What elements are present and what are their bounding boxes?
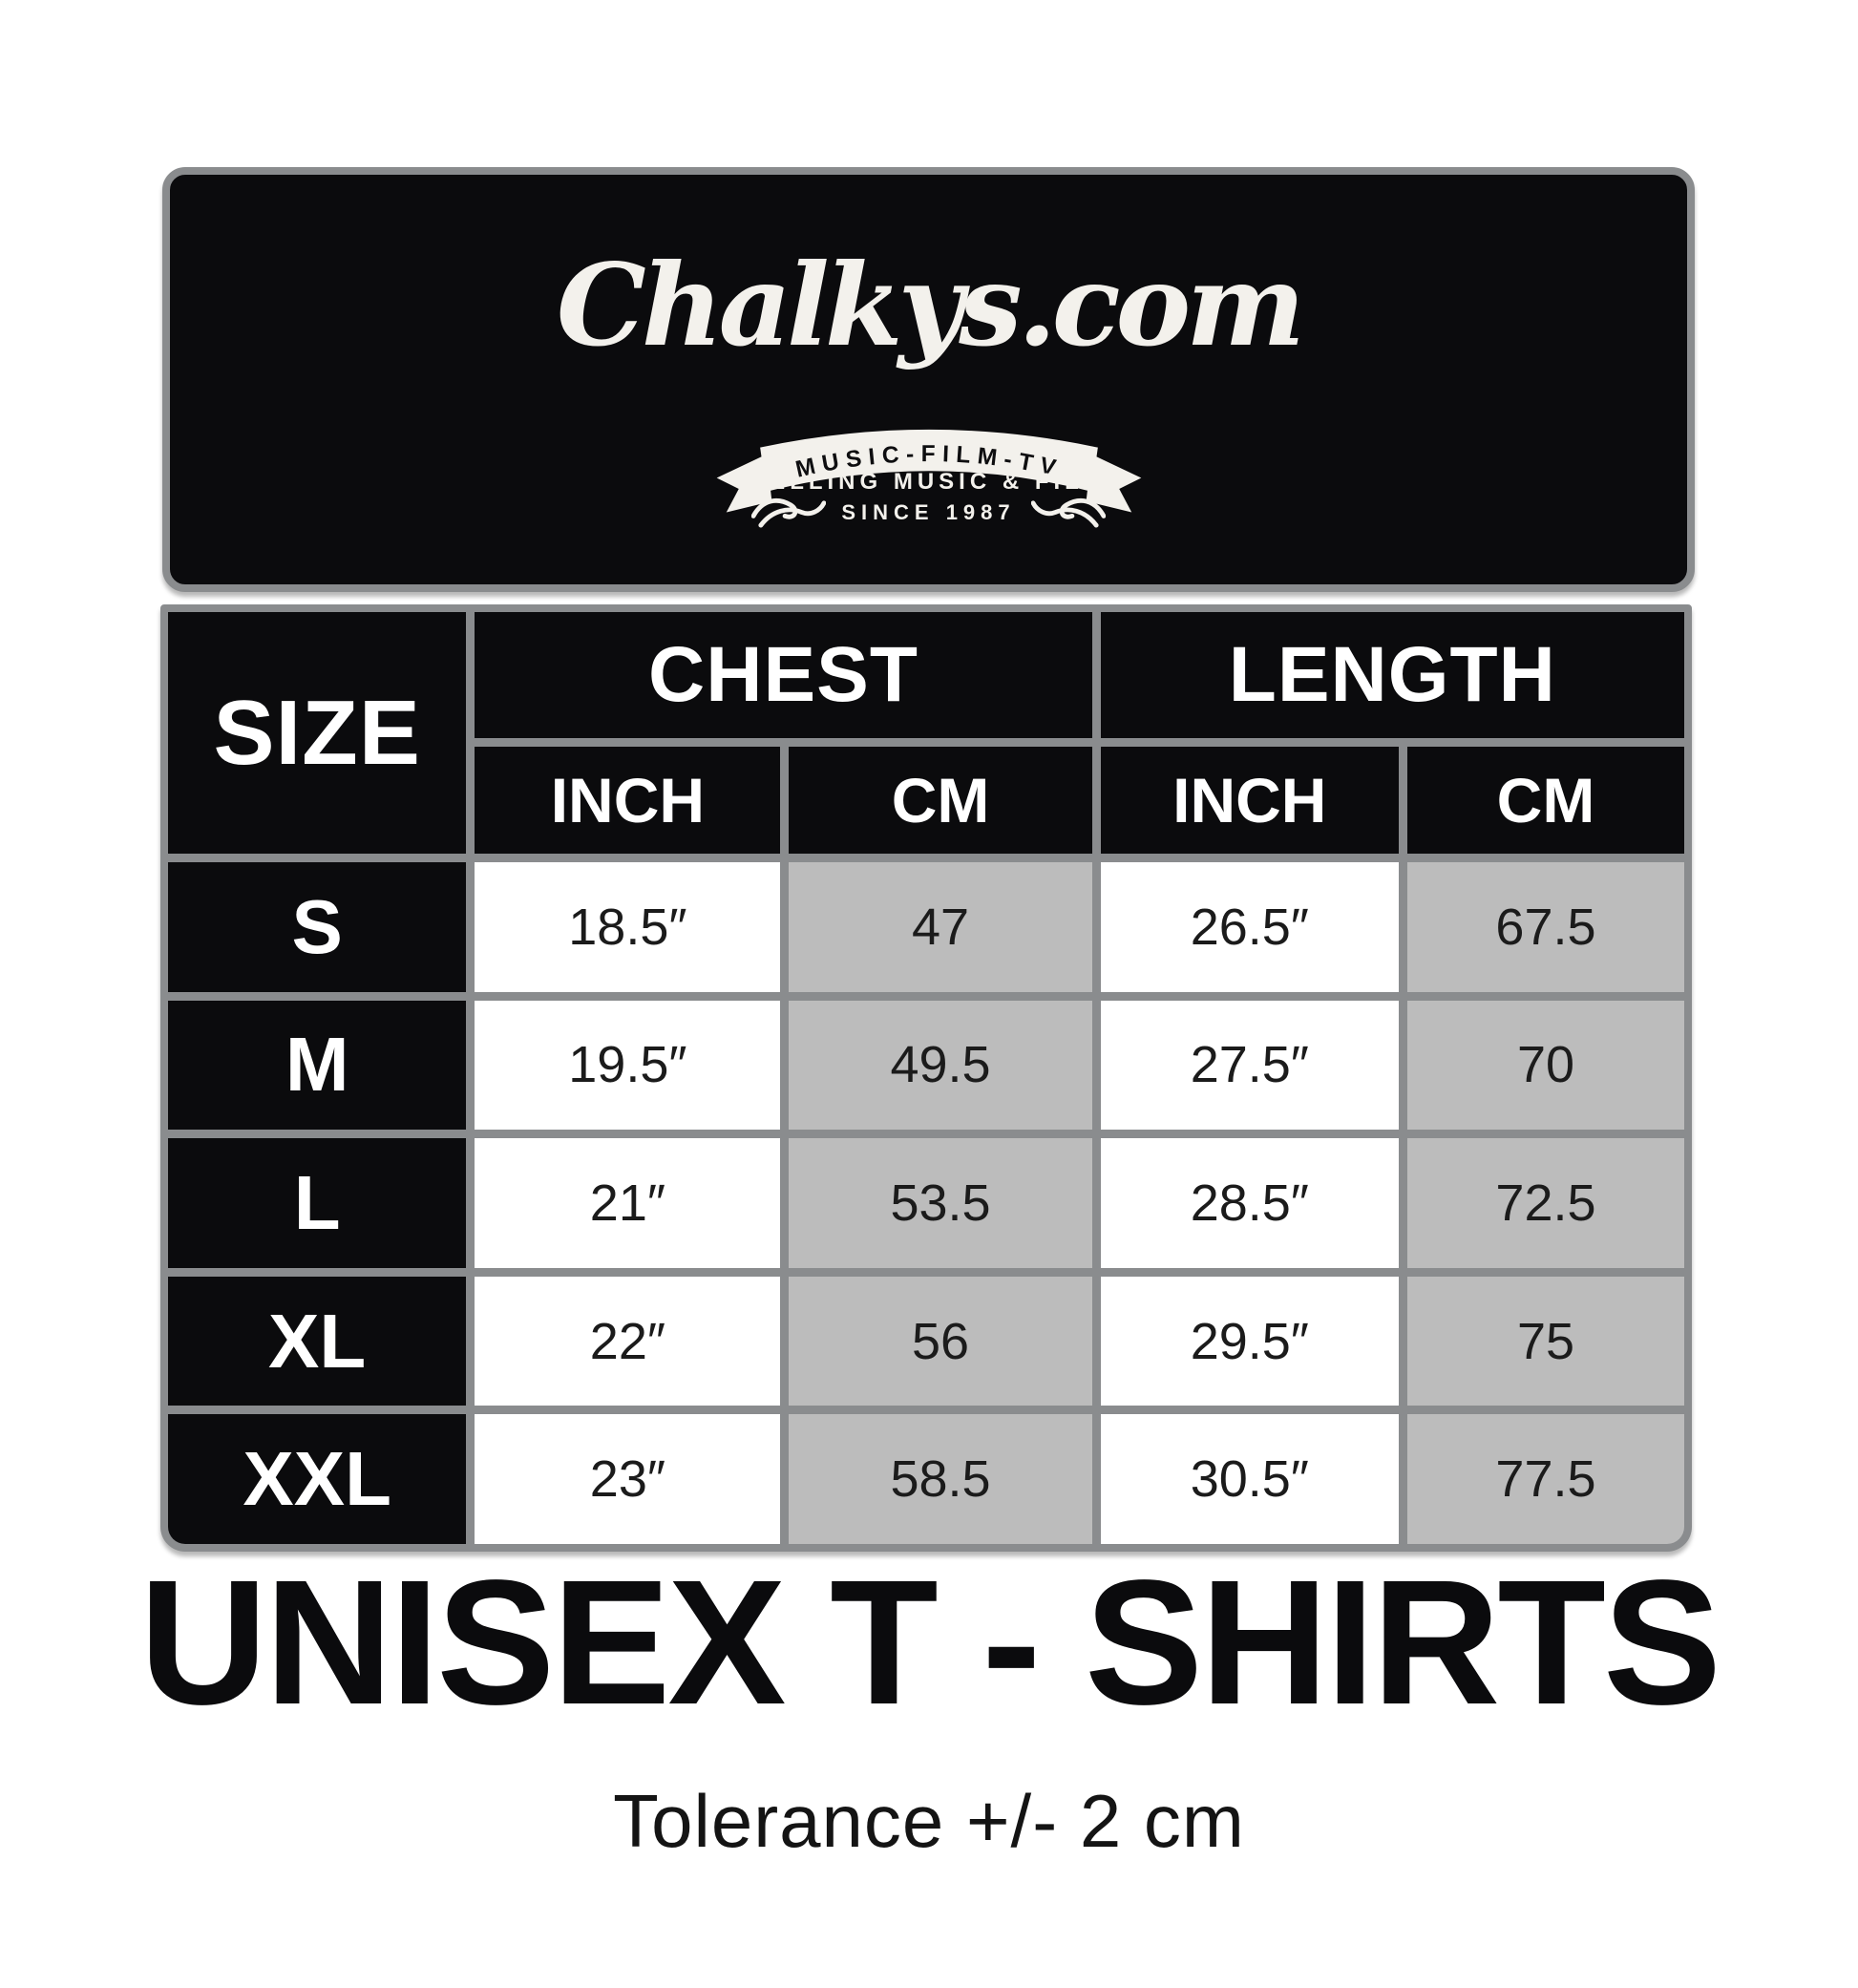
row-xl-chest-inch: 22″ <box>475 1276 781 1406</box>
since-row: SINCE 1987 <box>170 496 1687 529</box>
brand-logo-panel: Chalkys.com MUSIC-FILM-TV SELLING MUSIC … <box>162 167 1695 592</box>
col-group-chest: CHEST <box>475 612 1092 738</box>
col-header-size: SIZE <box>168 612 467 854</box>
row-xxl-chest-cm: 58.5 <box>789 1414 1092 1544</box>
ribbon-band <box>759 429 1098 492</box>
row-xxl-chest-inch: 23″ <box>475 1414 781 1544</box>
row-xl-chest-cm: 56 <box>789 1276 1092 1406</box>
ribbon-tail-right <box>1086 454 1141 513</box>
row-xxl-size-cell: XXL <box>168 1414 467 1544</box>
col-group-length: LENGTH <box>1100 612 1684 738</box>
ribbon-banner: MUSIC-FILM-TV <box>708 400 1150 553</box>
row-m-chest-cm: 49.5 <box>789 1000 1092 1131</box>
tolerance-note: Tolerance +/- 2 cm <box>613 1779 1245 1863</box>
chart-title: UNISEX T - SHIRTS <box>138 1544 1721 1742</box>
brand-tagline: SELLING MUSIC & FILM <box>750 469 1108 495</box>
row-s-length-inch: 26.5″ <box>1100 862 1399 992</box>
row-l-chest-cm: 53.5 <box>789 1138 1092 1268</box>
flourish-right-icon <box>1030 497 1106 528</box>
col-header-length-inch: INCH <box>1100 747 1399 854</box>
row-xl-size-cell: XL <box>168 1276 467 1406</box>
col-header-chest-cm: CM <box>789 747 1092 854</box>
row-l-size-cell: L <box>168 1138 467 1268</box>
row-s-chest-inch: 18.5″ <box>475 862 781 992</box>
size-table: SIZE CHEST LENGTH INCH CM INCH CM S 18.5… <box>160 604 1692 1552</box>
row-xl-length-inch: 29.5″ <box>1100 1276 1399 1406</box>
brand-name: Chalkys.com <box>556 239 1305 371</box>
row-xxl-length-inch: 30.5″ <box>1100 1414 1399 1544</box>
row-m-length-cm: 70 <box>1406 1000 1684 1131</box>
row-s-size-cell: S <box>168 862 467 992</box>
col-header-chest-inch: INCH <box>475 747 781 854</box>
flourish-left-icon <box>751 497 827 528</box>
row-m-chest-inch: 19.5″ <box>475 1000 781 1131</box>
since-text: SINCE 1987 <box>841 499 1016 524</box>
row-l-length-inch: 28.5″ <box>1100 1138 1399 1268</box>
row-s-length-cm: 67.5 <box>1406 862 1684 992</box>
ribbon-banner-icon: MUSIC-FILM-TV <box>716 429 1141 513</box>
ribbon-tail-left <box>716 454 771 513</box>
row-l-chest-inch: 21″ <box>475 1138 781 1268</box>
row-xxl-length-cm: 77.5 <box>1406 1414 1684 1544</box>
col-header-length-cm: CM <box>1406 747 1684 854</box>
row-l-length-cm: 72.5 <box>1406 1138 1684 1268</box>
row-m-length-inch: 27.5″ <box>1100 1000 1399 1131</box>
row-s-chest-cm: 47 <box>789 862 1092 992</box>
row-xl-length-cm: 75 <box>1406 1276 1684 1406</box>
row-m-size-cell: M <box>168 1000 467 1131</box>
